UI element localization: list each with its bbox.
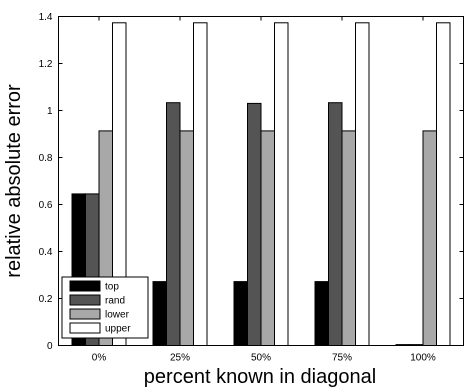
y-tick-label: 0.4	[39, 247, 53, 258]
legend-label-rand: rand	[105, 296, 125, 307]
y-tick-label: 0.8	[39, 153, 53, 164]
bar-rand-1	[166, 102, 181, 346]
legend-label-lower: lower	[105, 310, 130, 321]
bar-upper-4	[436, 22, 451, 347]
legend-swatch-top	[69, 280, 101, 292]
legend-label-top: top	[105, 282, 119, 293]
x-tick-label: 25%	[170, 353, 190, 364]
legend-swatch-lower	[69, 308, 101, 320]
y-tick-label: 0	[47, 341, 53, 352]
x-tick-label: 100%	[410, 353, 436, 364]
bar-top-3	[314, 281, 329, 347]
bar-rand-2	[247, 102, 262, 347]
bar-top-2	[233, 281, 248, 347]
legend-label-upper: upper	[105, 324, 131, 335]
y-axis-label: relative absolute error	[3, 84, 25, 278]
bar-rand-3	[328, 102, 343, 346]
bar-lower-4	[422, 130, 437, 346]
x-tick-label: 75%	[332, 353, 352, 364]
x-tick-label: 0%	[92, 353, 107, 364]
bar-upper-1	[193, 22, 208, 347]
legend-swatch-upper	[69, 322, 101, 334]
bar-lower-3	[341, 130, 356, 346]
x-axis-label: percent known in diagonal	[144, 366, 376, 387]
bar-lower-2	[260, 130, 275, 346]
bar-upper-2	[274, 22, 289, 347]
y-tick-label: 1.2	[39, 59, 53, 70]
bar-upper-3	[355, 22, 370, 347]
legend-swatch-rand	[69, 294, 101, 306]
bar-lower-1	[179, 130, 194, 346]
x-axis: 0% 25% 50% 75% 100%	[92, 16, 436, 364]
y-tick-label: 0.2	[39, 294, 53, 305]
legend: top rand lower upper	[61, 276, 149, 339]
x-tick-label: 50%	[251, 353, 271, 364]
y-tick-label: 1.4	[39, 12, 53, 23]
y-tick-label: 1	[47, 106, 53, 117]
bar-top-1	[152, 281, 167, 347]
y-tick-label: 0.6	[39, 200, 53, 211]
y-axis: 0 0.2 0.4 0.6 0.8 1 1.2 1.4	[39, 12, 464, 352]
